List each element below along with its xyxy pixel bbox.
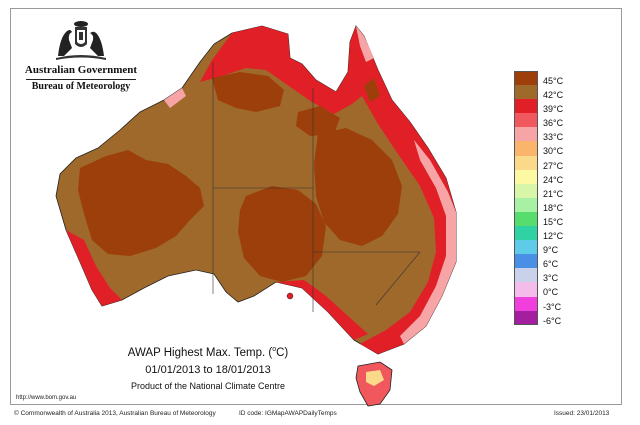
- legend-label: 6°C: [543, 259, 559, 270]
- agency-name: Bureau of Meteorology: [31, 81, 131, 92]
- map-title-unit: C): [276, 346, 289, 359]
- legend-item: 3°C: [514, 268, 594, 284]
- map-title: AWAP Highest Max. Temp. (oC): [108, 346, 308, 359]
- coat-of-arms-icon: [56, 21, 106, 60]
- legend-swatch: [514, 310, 538, 325]
- legend-swatch: [514, 113, 538, 128]
- legend-item: 12°C: [514, 226, 594, 242]
- legend-item: 42°C: [514, 85, 594, 101]
- government-logo: Australian Government Bureau of Meteorol…: [22, 14, 140, 92]
- legend-item: 9°C: [514, 240, 594, 256]
- legend-swatch: [514, 141, 538, 156]
- legend-label: 0°C: [543, 287, 559, 298]
- footer-issued-date: Issued: 23/01/2013: [554, 410, 610, 417]
- map-date-range: 01/01/2013 to 18/01/2013: [145, 363, 271, 376]
- legend-item: 24°C: [514, 169, 594, 185]
- logo-divider: [26, 79, 136, 80]
- hot-zone-central: [238, 186, 326, 282]
- footer-copyright: © Commonwealth of Australia 2013, Austra…: [14, 410, 216, 417]
- legend-swatch: [514, 197, 538, 212]
- legend-label: 15°C: [543, 216, 564, 227]
- legend-item: 21°C: [514, 183, 594, 199]
- legend-label: 24°C: [543, 174, 564, 185]
- legend-swatch: [514, 254, 538, 269]
- legend-swatch: [514, 268, 538, 283]
- legend-item: 36°C: [514, 113, 594, 129]
- legend-item: 39°C: [514, 99, 594, 115]
- website-url: http://www.bom.gov.au: [16, 395, 77, 401]
- legend-label: -6°C: [543, 315, 562, 326]
- legend-swatch: [514, 99, 538, 114]
- footer-id-code: ID code: IGMapAWAPDailyTemps: [239, 410, 337, 417]
- hot-zone-cape: [364, 78, 380, 102]
- map-caption: AWAP Highest Max. Temp. (oC) 01/01/2013 …: [108, 346, 308, 391]
- coastal-band-west: [66, 230, 122, 306]
- legend-swatch: [514, 127, 538, 142]
- legend-item: 15°C: [514, 211, 594, 227]
- legend-item: 33°C: [514, 127, 594, 143]
- map-product-note: Product of the National Climate Centre: [130, 380, 286, 391]
- legend-item: 30°C: [514, 141, 594, 157]
- legend-label: 33°C: [543, 132, 564, 143]
- map-title-degree: o: [272, 346, 277, 353]
- legend-label: 18°C: [543, 202, 564, 213]
- northwest-light-patch: [164, 88, 186, 108]
- legend-label: 3°C: [543, 273, 559, 284]
- legend-label: 27°C: [543, 160, 564, 171]
- legend-label: 36°C: [543, 118, 564, 129]
- legend-swatch: [514, 169, 538, 184]
- coastal-band-south: [276, 280, 368, 340]
- legend-label: 9°C: [543, 245, 559, 256]
- legend-swatch: [514, 240, 538, 255]
- map-title-text: AWAP Highest Max. Temp. (: [127, 346, 273, 359]
- legend-item: 0°C: [514, 282, 594, 298]
- hot-zone-east: [314, 128, 402, 246]
- legend-label: 45°C: [543, 76, 564, 86]
- legend-label: 39°C: [543, 104, 564, 115]
- legend-label: 12°C: [543, 231, 564, 242]
- coastal-band-north: [200, 26, 456, 354]
- legend-label: 42°C: [543, 90, 564, 101]
- government-name: Australian Government: [24, 64, 138, 76]
- legend-swatch: [514, 282, 538, 297]
- legend-item: 27°C: [514, 155, 594, 171]
- state-borders: [212, 62, 421, 312]
- tasmania-interior: [366, 370, 384, 386]
- legend-swatch: [514, 155, 538, 170]
- hot-zone-west: [78, 150, 204, 256]
- coastal-band-east-light: [400, 140, 456, 344]
- legend-item: -6°C: [514, 310, 594, 326]
- legend-swatch: [514, 183, 538, 198]
- legend-item: 18°C: [514, 197, 594, 213]
- legend-label: -3°C: [543, 301, 562, 312]
- legend-swatch: [514, 71, 538, 86]
- hot-zone-northeast: [296, 106, 340, 136]
- legend-label: 21°C: [543, 188, 564, 199]
- legend-swatch: [514, 296, 538, 311]
- temperature-legend: 45°C 42°C 39°C 36°C 33°C 30°C 27°C 24°C 21°C 18°C…: [514, 71, 594, 326]
- hot-zone-north: [212, 72, 284, 112]
- legend-swatch: [514, 211, 538, 227]
- northeast-light-patch: [356, 26, 374, 62]
- legend-swatch: [514, 226, 538, 241]
- kangaroo-island: [286, 292, 294, 300]
- legend-label: 30°C: [543, 146, 564, 157]
- legend-item: 45°C: [514, 71, 594, 86]
- legend-item: 6°C: [514, 254, 594, 270]
- legend-swatch: [514, 85, 538, 100]
- legend-item: -3°C: [514, 296, 594, 312]
